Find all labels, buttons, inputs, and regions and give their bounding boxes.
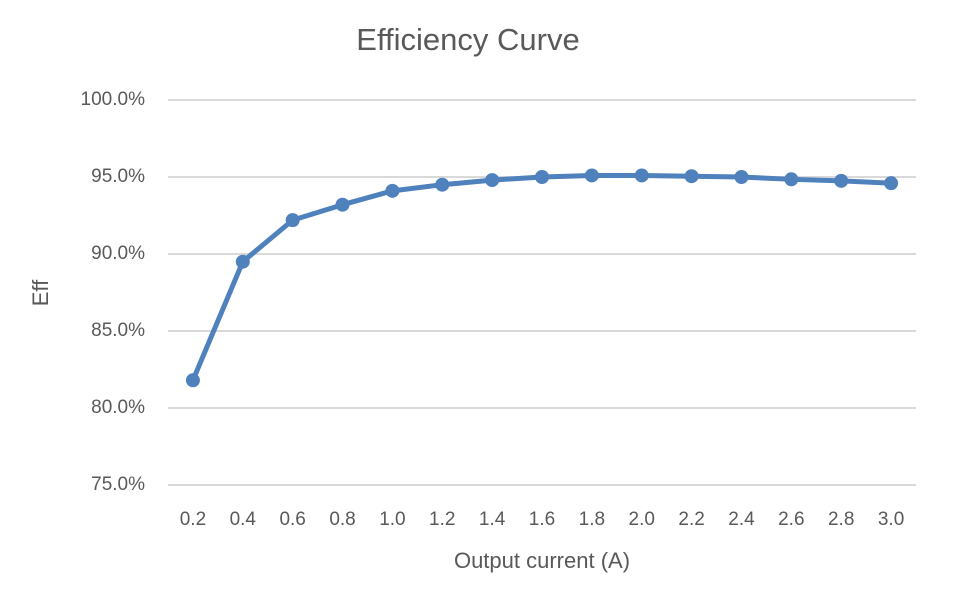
point [535,170,549,184]
point [584,168,599,183]
x-tick-label: 3.0 [878,509,904,530]
y-tick-label: 75.0% [91,474,145,495]
x-tick-label: 1.4 [479,509,506,530]
x-tick-label: 1.0 [379,509,405,530]
x-tick-label: 2.0 [629,509,655,530]
y-tick-label: 90.0% [91,243,145,264]
y-tick-label: 80.0% [91,397,145,418]
point [185,373,200,388]
x-tick-label: 1.8 [579,509,605,530]
x-tick-label: 1.6 [529,509,555,530]
point [335,197,350,212]
y-tick-label: 95.0% [91,166,145,187]
chart-title: Efficiency Curve [356,22,579,57]
x-tick-label: 0.8 [329,509,355,530]
x-tick-label: 2.2 [678,509,704,530]
y-tick-label: 85.0% [91,320,145,341]
point [734,170,749,184]
point [634,168,649,183]
x-tick-label: 2.8 [828,509,854,530]
x-tick-label: 1.2 [429,509,455,530]
x-axis-label: Output current (A) [454,548,630,573]
point [435,177,450,192]
point [485,173,500,188]
point [285,213,300,228]
x-tick-label: 0.4 [230,509,257,530]
point [684,169,699,184]
x-tick-label: 0.6 [279,509,305,530]
x-tick-label: 2.4 [728,509,755,530]
point [834,173,849,188]
x-tick-label: 2.6 [778,509,804,530]
point [385,183,400,198]
y-axis-label: Eff [28,279,53,306]
y-tick-label: 100.0% [81,89,146,110]
point [884,176,899,191]
point [784,172,799,187]
x-tick-label: 0.2 [180,509,206,530]
point [235,254,250,269]
